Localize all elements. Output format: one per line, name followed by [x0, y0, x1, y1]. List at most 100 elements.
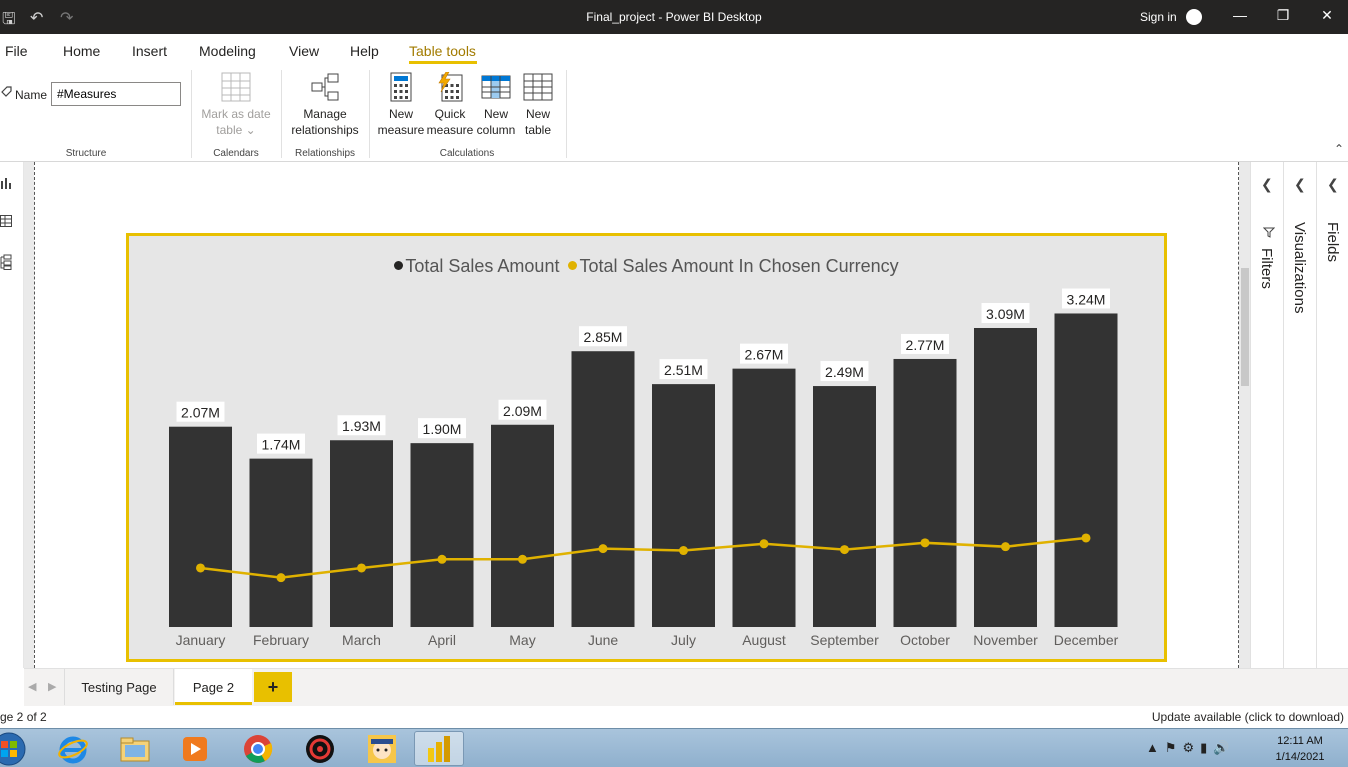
manage-relationships-button[interactable]: Manage relationships: [287, 72, 363, 138]
ribbon: Name Structure Mark as date table ⌄ Cale…: [0, 66, 1348, 162]
collapse-ribbon-icon[interactable]: ⌃: [1334, 142, 1345, 156]
calculator-icon: [390, 72, 412, 102]
taskbar-clock[interactable]: 12:11 AM 1/14/2021: [1268, 733, 1332, 765]
ribbon-divider: [191, 70, 192, 158]
taskbar-file-explorer[interactable]: [110, 731, 160, 766]
window-title: Final_project - Power BI Desktop: [586, 10, 762, 24]
line-point-september[interactable]: [840, 545, 849, 555]
minimize-button[interactable]: —: [1233, 7, 1247, 23]
add-page-button[interactable]: +: [254, 672, 292, 702]
taskbar-app-red[interactable]: [295, 731, 345, 766]
new-table-button[interactable]: New table: [519, 72, 557, 138]
quick-measure-button[interactable]: Quick measure: [426, 72, 474, 138]
x-tick-label: April: [428, 632, 456, 648]
filters-pane[interactable]: ❮ Filters: [1250, 162, 1283, 668]
fields-pane[interactable]: ❮ Fields: [1316, 162, 1348, 668]
line-point-february[interactable]: [276, 573, 286, 583]
canvas-scrollbar[interactable]: [1241, 268, 1249, 386]
start-button[interactable]: [0, 731, 34, 766]
close-button[interactable]: ✕: [1321, 7, 1333, 23]
bar-july[interactable]: [652, 384, 715, 627]
bar-june[interactable]: [571, 351, 635, 627]
bar-september[interactable]: [813, 386, 876, 627]
bar-january[interactable]: [169, 426, 232, 627]
system-tray-icons[interactable]: ▲⚑⚙▮🔊: [1146, 740, 1236, 755]
new-column-button[interactable]: New column: [473, 72, 519, 138]
menu-view[interactable]: View: [289, 43, 320, 59]
sign-in-link[interactable]: Sign in: [1140, 10, 1177, 24]
group-calculations-label: Calculations: [439, 148, 495, 159]
avatar[interactable]: [1186, 9, 1202, 25]
combo-chart-visual[interactable]: Total Sales Amount Total Sales Amount In…: [126, 233, 1167, 662]
new-table-label-2: table: [524, 123, 552, 137]
active-tab-underline: [409, 61, 477, 64]
bar-april[interactable]: [410, 443, 474, 627]
line-point-may[interactable]: [518, 554, 527, 564]
new-measure-button[interactable]: New measure: [377, 72, 425, 138]
game-character-icon: [368, 734, 396, 763]
taskbar-media-player[interactable]: [170, 731, 220, 766]
line-point-november[interactable]: [1001, 542, 1010, 552]
menu-home[interactable]: Home: [63, 43, 101, 59]
data-view-icon[interactable]: [0, 214, 12, 228]
tab-testing-page[interactable]: Testing Page: [64, 669, 174, 705]
bar-may[interactable]: [491, 424, 554, 627]
new-table-label-1: New: [525, 107, 550, 121]
bar-february[interactable]: [249, 458, 313, 627]
line-point-august[interactable]: [759, 539, 769, 549]
bar-december[interactable]: [1054, 313, 1118, 627]
menu-help[interactable]: Help: [350, 43, 379, 59]
column-icon: [481, 75, 511, 99]
menu-modeling[interactable]: Modeling: [199, 43, 256, 59]
tab-scroll-right-icon[interactable]: ▶: [48, 681, 57, 693]
chart-legend: Total Sales Amount Total Sales Amount In…: [129, 256, 1164, 277]
taskbar-internet-explorer[interactable]: [48, 731, 98, 766]
legend-item-sales[interactable]: Total Sales Amount: [405, 256, 560, 276]
legend-item-currency[interactable]: Total Sales Amount In Chosen Currency: [579, 256, 899, 276]
data-label: 2.85M: [584, 329, 623, 345]
tab-scroll-left-icon[interactable]: ◀: [28, 681, 37, 693]
line-point-march[interactable]: [357, 563, 366, 573]
bar-march[interactable]: [330, 440, 393, 627]
taskbar-chrome[interactable]: [233, 731, 283, 766]
bar-august[interactable]: [732, 368, 796, 627]
line-point-july[interactable]: [679, 546, 688, 556]
bar-november[interactable]: [974, 327, 1037, 627]
x-tick-label: September: [810, 632, 879, 648]
visualizations-pane[interactable]: ❮ Visualizations: [1283, 162, 1316, 668]
redo-icon[interactable]: ↷: [60, 10, 74, 27]
windows-logo-icon: [0, 732, 26, 765]
update-link[interactable]: Update available (click to download): [1151, 710, 1344, 724]
undo-icon[interactable]: ↶: [30, 10, 44, 27]
model-view-icon[interactable]: [0, 254, 12, 270]
taskbar-power-bi[interactable]: [414, 731, 464, 766]
chevron-left-icon[interactable]: ❮: [1294, 176, 1306, 192]
maximize-button[interactable]: ❐: [1276, 7, 1290, 23]
mark-as-date-table-button[interactable]: Mark as date table ⌄: [198, 72, 274, 138]
line-point-october[interactable]: [920, 538, 930, 548]
line-point-december[interactable]: [1081, 533, 1091, 543]
data-label-bg: [1062, 288, 1110, 309]
name-label: Name: [15, 88, 48, 102]
menu-table-tools[interactable]: Table tools: [409, 43, 476, 59]
tab-page-2[interactable]: Page 2: [175, 669, 252, 705]
bar-october[interactable]: [893, 358, 957, 627]
data-label: 1.90M: [423, 421, 462, 437]
report-view-icon[interactable]: [0, 176, 12, 190]
data-label-bg: [176, 401, 225, 422]
line-point-april[interactable]: [437, 554, 447, 564]
line-point-january[interactable]: [196, 563, 205, 573]
menu-insert[interactable]: Insert: [132, 43, 168, 59]
data-label: 1.74M: [262, 437, 301, 453]
chevron-left-icon[interactable]: ❮: [1327, 176, 1339, 192]
mark-date-label-1: Mark as date: [201, 107, 271, 121]
report-canvas: Total Sales Amount Total Sales Amount In…: [24, 162, 1250, 668]
tag-icon: [1, 86, 12, 97]
chart-plot: 2.07M January 1.74M February 1.93M March 1.90M…: [169, 288, 1119, 648]
table-name-input[interactable]: [51, 82, 181, 106]
chevron-left-icon[interactable]: ❮: [1261, 176, 1273, 192]
taskbar-game[interactable]: [357, 731, 407, 766]
save-icon[interactable]: 🖫: [2, 11, 16, 28]
line-point-june[interactable]: [598, 544, 608, 554]
menu-file[interactable]: File: [5, 43, 28, 59]
